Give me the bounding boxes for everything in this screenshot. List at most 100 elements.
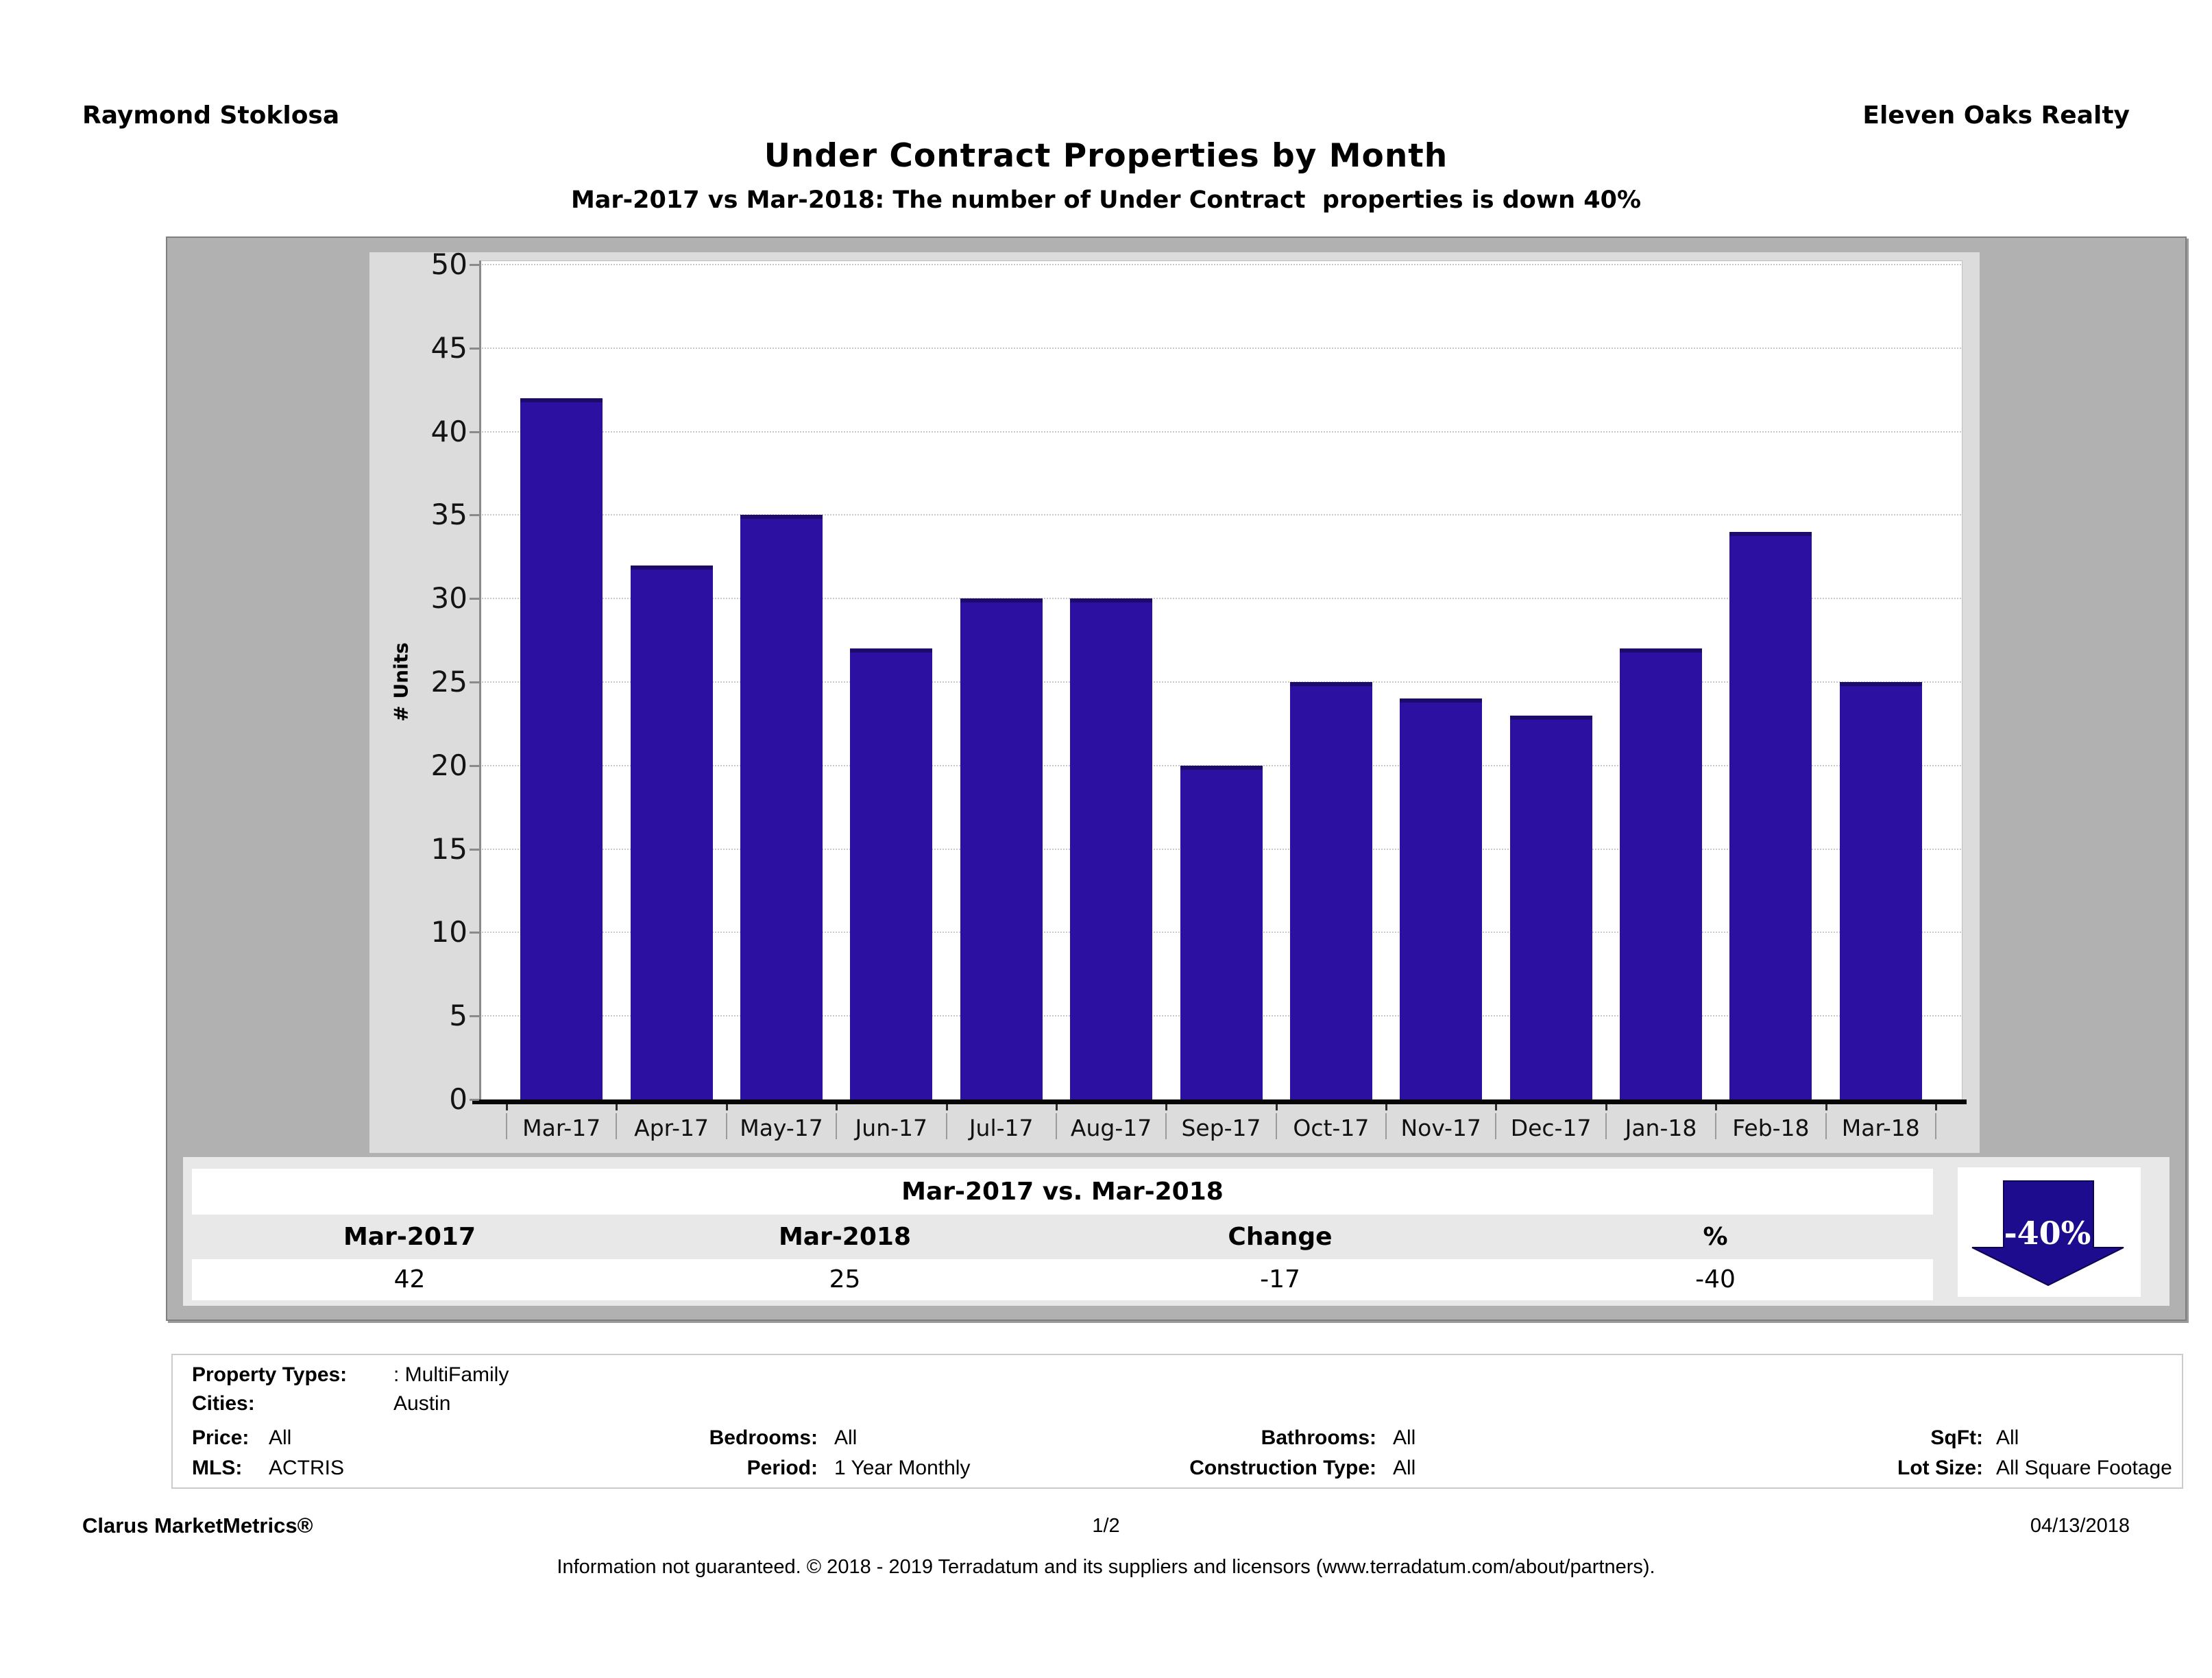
criteria-value: All [834,1426,858,1449]
criteria-label: MLS: [192,1457,243,1479]
x-label-separator [1275,1113,1277,1139]
gridline [482,430,1961,433]
criteria-label: Period: [746,1457,818,1479]
y-axis-tick [470,681,479,683]
x-tick-label: Apr-17 [634,1115,709,1141]
criteria-label: Bathrooms: [1261,1426,1376,1449]
criteria-label: Construction Type: [1189,1457,1376,1479]
criteria-value: All [269,1426,292,1449]
bar [850,648,933,1099]
bar [1400,698,1483,1099]
x-axis-notch [1934,1104,1937,1110]
bar [1729,531,1812,1099]
page-title: Under Contract Properties by Month [764,137,1448,175]
x-axis-notch [725,1104,728,1110]
x-label-separator [1825,1113,1827,1139]
x-axis-notch [616,1104,618,1110]
y-tick-label: 5 [449,999,467,1033]
y-tick-label: 45 [430,330,467,365]
x-axis-notch [1825,1104,1827,1110]
criteria-box: Property Types: : MultiFamily Cities: Au… [171,1354,2183,1489]
x-label-separator [945,1113,947,1139]
bar [740,515,823,1099]
x-label-separator [1385,1113,1387,1139]
x-tick-label: Jan-18 [1625,1115,1697,1141]
x-axis-notch [1165,1104,1168,1110]
summary-table-title: Mar-2017 vs. Mar-2018 [192,1169,1933,1215]
summary-col-header: % [1703,1223,1728,1251]
y-tick-label: 30 [430,581,467,616]
x-label-separator [725,1113,727,1139]
summary-cell: -17 [1260,1265,1300,1293]
criteria-label: Bedrooms: [709,1426,818,1449]
y-axis-tick [470,598,479,600]
bar [960,598,1043,1099]
gridline [482,347,1961,349]
criteria-label: Property Types: [192,1363,348,1386]
x-axis-notch [1495,1104,1498,1110]
x-axis-notch [1055,1104,1058,1110]
criteria-value: All Square Footage [1996,1457,2172,1479]
x-tick-label: Nov-17 [1400,1115,1481,1141]
summary-col-header: Mar-2018 [778,1223,911,1251]
x-axis-notch [506,1104,508,1110]
x-label-separator [1715,1113,1717,1139]
bar [630,565,713,1099]
criteria-value: All [1996,1426,2019,1449]
y-axis-tick [470,932,479,934]
bar [1070,598,1153,1099]
gridline [482,598,1961,600]
x-axis-notch [836,1104,838,1110]
summary-cell: 42 [393,1265,426,1293]
y-axis-line [479,260,481,1101]
brand-name: Clarus MarketMetrics® [82,1513,313,1537]
criteria-value: All [1393,1457,1416,1479]
gridline [482,514,1961,516]
x-axis-notch [945,1104,948,1110]
gridline [482,264,1961,265]
y-axis-tick [470,430,479,433]
y-axis-tick [470,347,479,350]
summary-col-header: Change [1228,1223,1333,1251]
y-tick-label: 10 [430,915,467,949]
page-subtitle: Mar-2017 vs Mar-2018: The number of Unde… [570,186,1642,214]
summary-table-value-row: 42 25 -17 -40 [192,1259,1933,1300]
x-tick-label: Mar-18 [1841,1115,1920,1141]
criteria-value: All [1393,1426,1416,1449]
y-tick-label: 20 [430,748,467,782]
y-axis-tick [470,514,479,517]
bar [1289,682,1372,1099]
criteria-label: Cities: [192,1392,255,1415]
down-arrow-icon: -40% [1971,1180,2124,1287]
report-date: 04/13/2018 [2030,1515,2130,1537]
summary-col-header: Mar-2017 [343,1223,476,1251]
company-name: Eleven Oaks Realty [1862,101,2130,130]
x-label-separator [1605,1113,1607,1139]
bar [1180,765,1263,1099]
bar [1509,715,1592,1099]
summary-cell: 25 [829,1265,861,1293]
x-tick-label: Jun-17 [855,1115,928,1141]
agent-name: Raymond Stoklosa [82,101,340,130]
x-label-separator [1934,1113,1936,1139]
criteria-label: SqFt: [1930,1426,1983,1449]
x-axis-notch [1715,1104,1718,1110]
x-axis-notch [1275,1104,1278,1110]
y-tick-label: 40 [430,414,467,448]
summary-table-header-row: Mar-2017 Mar-2018 Change % [192,1215,1933,1259]
x-label-separator [616,1113,618,1139]
bar [1620,648,1702,1099]
criteria-value: Austin [393,1392,451,1415]
x-tick-label: Feb-18 [1732,1115,1810,1141]
trend-badge: -40% [1958,1167,2141,1297]
bar [1839,682,1922,1099]
y-axis-tick [470,764,479,767]
x-tick-label: Oct-17 [1293,1115,1370,1141]
criteria-label: Lot Size: [1897,1457,1983,1479]
x-tick-label: Dec-17 [1510,1115,1592,1141]
summary-table: Mar-2017 vs. Mar-2018 Mar-2017 Mar-2018 … [183,1157,2170,1306]
x-label-separator [1165,1113,1167,1139]
x-axis-line [472,1099,1967,1104]
x-axis-notch [1605,1104,1607,1110]
